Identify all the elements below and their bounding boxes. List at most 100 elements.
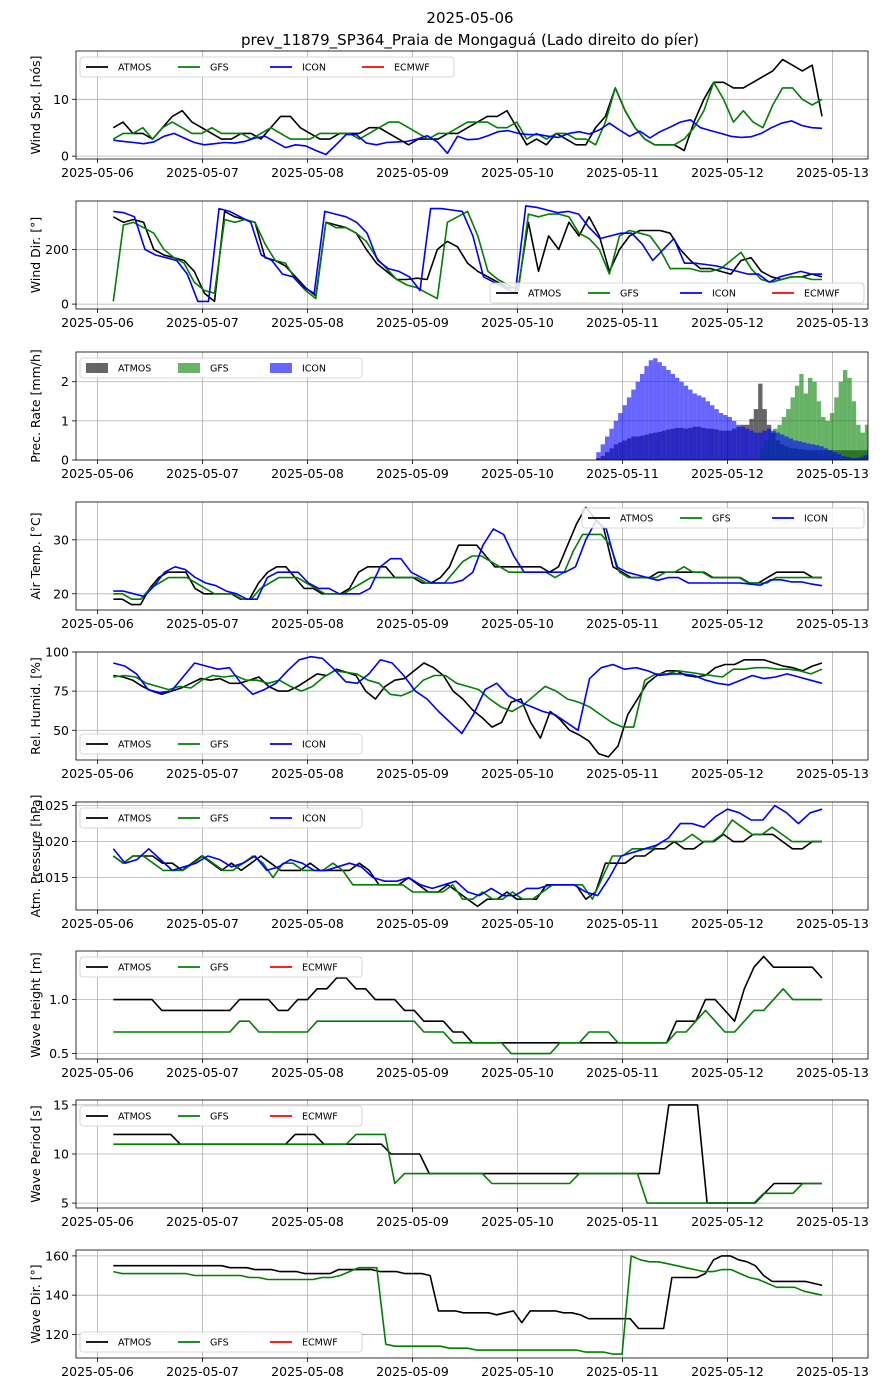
x-tick-label: 2025-05-10 bbox=[481, 1065, 554, 1080]
y-axis-label: Wave Period [s] bbox=[28, 1105, 43, 1203]
series-line-gfs bbox=[113, 666, 823, 728]
legend-label-atmos: ATMOS bbox=[118, 1112, 151, 1123]
bar-icon bbox=[714, 409, 719, 460]
bar-icon bbox=[841, 456, 846, 460]
bar-icon bbox=[858, 456, 864, 460]
bar-icon bbox=[836, 454, 842, 460]
bar-gfs bbox=[856, 424, 861, 460]
bar-gfs bbox=[864, 424, 868, 460]
bar-icon bbox=[675, 377, 680, 460]
bar-gfs bbox=[851, 401, 857, 460]
legend-box bbox=[79, 1331, 363, 1353]
bar-gfs bbox=[834, 397, 839, 460]
plot-area bbox=[113, 1255, 823, 1355]
series-line-gfs bbox=[112, 819, 822, 901]
chart-panels: 2025-05-06 2025-05-07 2025-05-08 2025-05-09… bbox=[28, 50, 886, 1379]
legend: ATMOS GFS ICON ECMWF bbox=[79, 56, 455, 78]
legend-label-gfs: GFS bbox=[210, 740, 229, 751]
chart-panel-4: 2025-05-06 2025-05-07 2025-05-08 2025-05-09… bbox=[28, 501, 869, 631]
bar-icon bbox=[600, 444, 605, 460]
x-tick-label: 2025-05-07 bbox=[166, 466, 239, 481]
axes-frame bbox=[75, 501, 869, 611]
chart-panel-3: 2025-05-06 2025-05-07 2025-05-08 2025-05-09… bbox=[28, 349, 886, 481]
x-tick-label: 2025-05-10 bbox=[481, 466, 554, 481]
y-tick-label: 160 bbox=[45, 1248, 69, 1263]
legend-swatch-gfs bbox=[178, 363, 200, 373]
x-tick-label: 2025-05-08 bbox=[271, 466, 344, 481]
x-tick-label: 2025-05-12 bbox=[691, 466, 764, 481]
x-tick-label: 2025-05-13 bbox=[796, 315, 869, 330]
legend: ATMOS GFS ICON bbox=[79, 807, 363, 829]
chart-panel-9: 2025-05-06 2025-05-07 2025-05-08 2025-05-09… bbox=[28, 1248, 869, 1379]
bar-icon bbox=[881, 446, 885, 460]
series-line-icon bbox=[113, 119, 823, 156]
y-axis-label: Wind Spd. [nós] bbox=[28, 56, 43, 155]
y-tick-label: 30 bbox=[53, 532, 69, 547]
legend-label-ecmwf: ECMWF bbox=[394, 63, 430, 74]
legend: ATMOS GFS ICON ECMWF bbox=[489, 282, 865, 304]
y-tick-label: 20 bbox=[53, 586, 69, 601]
x-tick-label: 2025-05-13 bbox=[796, 466, 869, 481]
legend-label-gfs: GFS bbox=[210, 63, 229, 74]
x-tick-label: 2025-05-13 bbox=[796, 616, 869, 631]
series-line-icon bbox=[113, 205, 822, 303]
legend-label-atmos: ATMOS bbox=[118, 963, 151, 974]
legend-label-ecmwf: ECMWF bbox=[804, 289, 840, 300]
series-line-icon bbox=[113, 655, 823, 735]
series-line-atmos bbox=[112, 58, 823, 152]
series-line-icon bbox=[112, 804, 823, 897]
legend-swatch-atmos bbox=[86, 363, 108, 373]
legend-label-gfs: GFS bbox=[712, 514, 731, 525]
x-tick-label: 2025-05-08 bbox=[271, 616, 344, 631]
plot-area bbox=[112, 58, 823, 156]
bar-gfs bbox=[794, 385, 800, 460]
bar-icon bbox=[771, 430, 776, 460]
y-axis-label: Prec. Rate [mm/h] bbox=[28, 349, 43, 463]
bar-gfs bbox=[882, 429, 886, 460]
legend-label-icon: ICON bbox=[302, 364, 326, 375]
chart-panel-6: 2025-05-06 2025-05-07 2025-05-08 2025-05-09… bbox=[28, 794, 869, 931]
bar-icon bbox=[692, 393, 697, 460]
bar-gfs bbox=[786, 409, 791, 460]
x-tick-label: 2025-05-13 bbox=[796, 1364, 869, 1379]
bar-icon bbox=[797, 441, 802, 460]
axes-frame bbox=[75, 200, 869, 310]
bar-icon bbox=[640, 373, 645, 460]
x-tick-label: 2025-05-08 bbox=[271, 1364, 344, 1379]
legend: ATMOS GFS ICON bbox=[79, 733, 363, 755]
bar-gfs bbox=[816, 401, 822, 460]
bar-gfs bbox=[874, 425, 878, 460]
x-tick-label: 2025-05-10 bbox=[481, 1364, 554, 1379]
bar-icon bbox=[653, 358, 658, 460]
x-tick-label: 2025-05-07 bbox=[166, 1214, 239, 1229]
y-tick-label: 1015 bbox=[37, 870, 69, 885]
legend-label-atmos: ATMOS bbox=[620, 514, 653, 525]
bar-icon bbox=[745, 428, 750, 460]
x-tick-label: 2025-05-06 bbox=[61, 165, 134, 180]
legend: ATMOS GFS ICON bbox=[581, 507, 865, 529]
x-tick-label: 2025-05-09 bbox=[376, 766, 449, 781]
plot-area bbox=[113, 506, 823, 606]
x-tick-label: 2025-05-06 bbox=[61, 1065, 134, 1080]
series-line-gfs bbox=[113, 1255, 823, 1355]
y-tick-label: 100 bbox=[45, 645, 69, 660]
bar-icon bbox=[775, 432, 780, 460]
y-tick-label: 1 bbox=[61, 413, 69, 428]
legend-box bbox=[79, 1105, 363, 1127]
chart-panel-7: 2025-05-06 2025-05-07 2025-05-08 2025-05-09… bbox=[28, 950, 869, 1080]
bar-icon bbox=[819, 446, 824, 460]
x-tick-label: 2025-05-08 bbox=[271, 916, 344, 931]
x-tick-label: 2025-05-08 bbox=[271, 766, 344, 781]
x-tick-label: 2025-05-11 bbox=[586, 1214, 659, 1229]
legend-label-ecmwf: ECMWF bbox=[302, 963, 338, 974]
series-line-atmos bbox=[113, 658, 823, 758]
series-line-atmos bbox=[113, 955, 823, 1044]
y-tick-label: 0 bbox=[61, 297, 69, 312]
series-line-atmos bbox=[112, 833, 822, 908]
bar-icon bbox=[793, 440, 798, 460]
bar-icon bbox=[815, 445, 820, 460]
bar-icon bbox=[696, 395, 702, 460]
bar-icon bbox=[657, 362, 662, 460]
bar-icon bbox=[828, 450, 833, 460]
